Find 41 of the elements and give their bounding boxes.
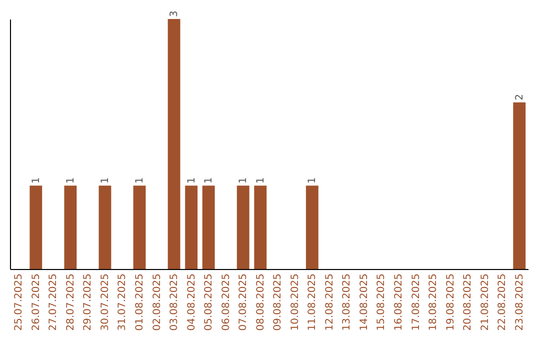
- x-tick-label: 11.08.2025: [307, 274, 318, 331]
- data-label: 1: [186, 177, 198, 184]
- data-label: 1: [30, 177, 42, 184]
- data-label: 1: [255, 177, 266, 184]
- x-tick-label: 16.08.2025: [394, 274, 404, 331]
- x-tick-label: 12.08.2025: [324, 274, 336, 331]
- x-tick-label: 22.08.2025: [497, 274, 508, 331]
- x-tick-label: 03.08.2025: [169, 274, 180, 331]
- x-tick-label: 17.08.2025: [410, 274, 422, 331]
- x-tick-label: 15.08.2025: [376, 274, 388, 331]
- x-tick-label: 04.08.2025: [186, 274, 198, 331]
- x-tick-label: 29.07.2025: [82, 274, 94, 331]
- x-tick-label: 05.08.2025: [204, 274, 215, 331]
- data-label: 1: [65, 177, 76, 184]
- data-label: 1: [134, 177, 146, 184]
- x-tick-label: 07.08.2025: [238, 274, 250, 331]
- x-tick-label: 21.08.2025: [480, 274, 491, 331]
- data-label: 1: [204, 177, 215, 184]
- x-tick-label: 28.07.2025: [65, 274, 76, 331]
- x-tick-label: 02.08.2025: [152, 274, 163, 331]
- x-tick-label: 30.07.2025: [100, 274, 111, 331]
- x-tick-label: 01.08.2025: [134, 274, 146, 331]
- x-tick-label: 19.08.2025: [445, 274, 456, 331]
- x-tick-label: 06.08.2025: [220, 274, 232, 331]
- x-tick-label: 08.08.2025: [255, 274, 266, 331]
- data-label: 1: [307, 177, 318, 184]
- data-label: 1: [238, 177, 250, 184]
- x-tick-label: 18.08.2025: [428, 274, 440, 331]
- x-tick-label: 23.08.2025: [514, 274, 526, 331]
- x-tick-label: 14.08.2025: [358, 274, 370, 331]
- x-tick-label: 26.07.2025: [30, 274, 42, 331]
- x-tick-label: 27.07.2025: [48, 274, 60, 331]
- x-tick-label: 25.07.2025: [14, 274, 25, 331]
- data-label: 3: [169, 10, 180, 17]
- x-tick-label: 10.08.2025: [290, 274, 301, 331]
- data-label: 2: [514, 94, 526, 100]
- x-tick-label: 20.08.2025: [462, 274, 474, 331]
- x-tick-label: 31.07.2025: [117, 274, 128, 331]
- x-tick-label: 13.08.2025: [342, 274, 353, 331]
- data-label: 1: [100, 177, 111, 184]
- x-tick-label: 09.08.2025: [272, 274, 284, 331]
